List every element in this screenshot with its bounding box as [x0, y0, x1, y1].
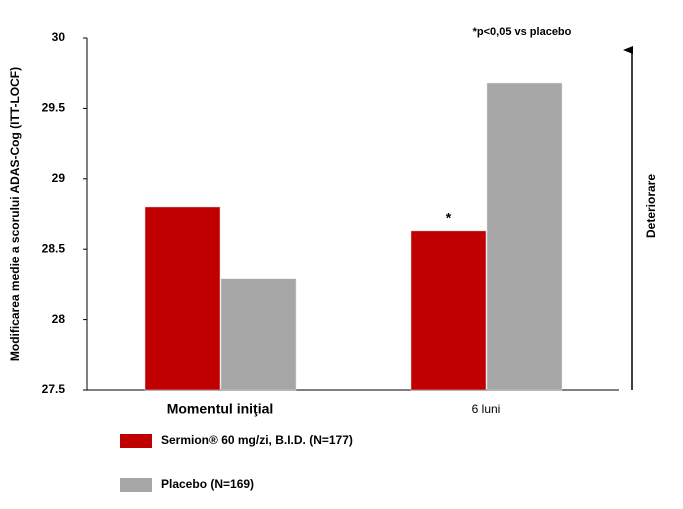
- bar: [410, 230, 487, 391]
- y-tick-label: 29: [52, 171, 66, 185]
- legend-swatch: [120, 478, 152, 492]
- bar: [220, 278, 297, 391]
- x-tick-label: 6 luni: [472, 402, 501, 416]
- direction-label: Deteriorare: [644, 174, 658, 238]
- note: *p<0,05 vs placebo: [473, 26, 572, 38]
- y-tick-label: 30: [52, 30, 66, 44]
- legend-label: Placebo (N=169): [161, 477, 254, 491]
- legend-label: Sermion® 60 mg/zi, B.I.D. (N=177): [161, 433, 353, 447]
- bar: [144, 206, 221, 391]
- bar: [486, 82, 563, 391]
- y-tick-label: 29.5: [42, 101, 66, 115]
- y-tick-label: 28: [52, 312, 66, 326]
- x-tick-label: Momentul iniţial: [167, 401, 274, 417]
- y-axis-label: Modificarea medie a scorului ADAS-Cog (I…: [8, 67, 22, 361]
- significance-mark: *: [446, 210, 452, 226]
- y-tick-label: 28.5: [42, 241, 66, 255]
- legend-swatch: [120, 434, 152, 448]
- y-tick-label: 27.5: [42, 382, 66, 396]
